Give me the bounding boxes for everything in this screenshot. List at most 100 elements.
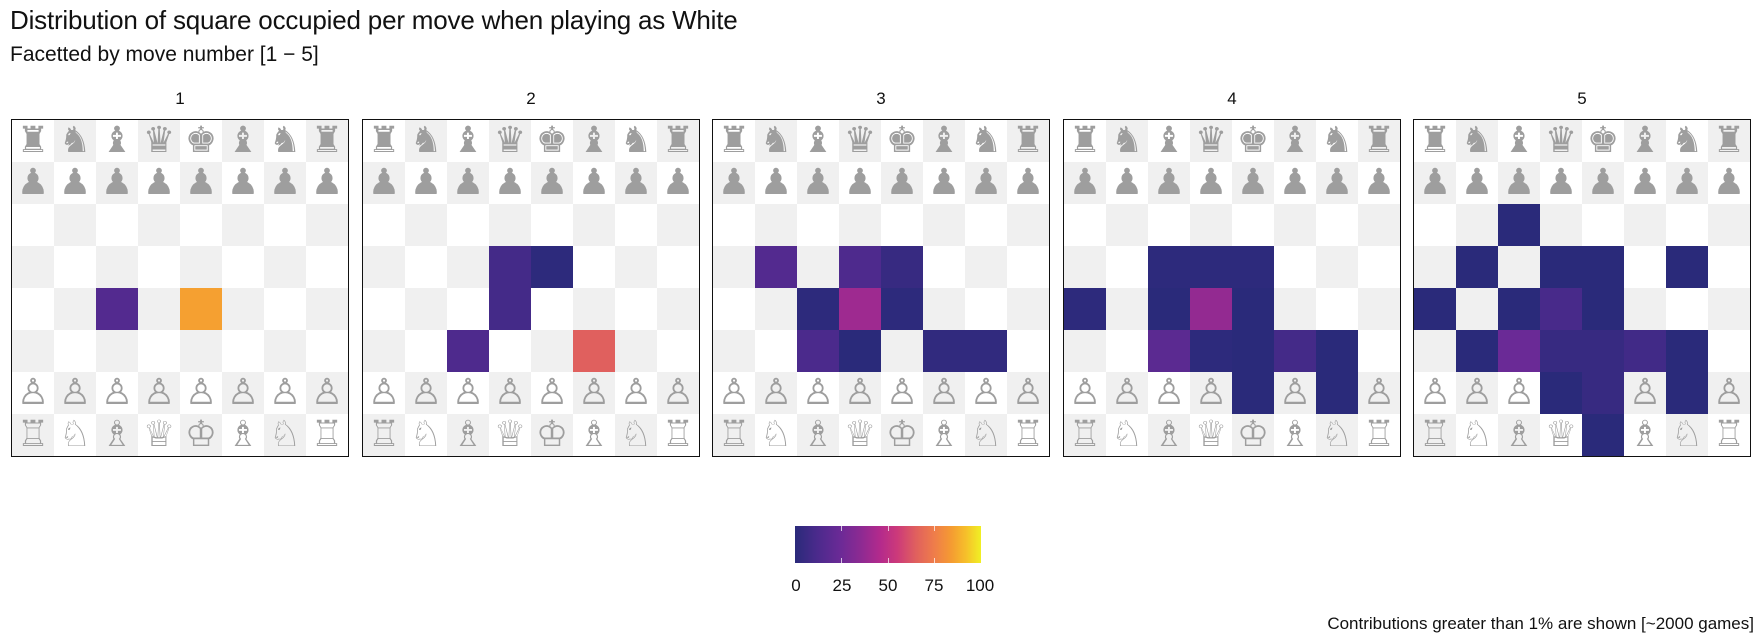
heat-cell — [1232, 372, 1274, 414]
square-c5 — [447, 246, 489, 288]
square-f1: ♗ — [1624, 414, 1666, 456]
square-g1: ♘ — [615, 414, 657, 456]
heat-cell — [1498, 204, 1540, 246]
square-a3 — [1414, 330, 1456, 372]
heat-cell — [1190, 330, 1232, 372]
chess-piece-icon: ♙ — [1418, 372, 1452, 413]
colorbar-label-100: 100 — [965, 576, 995, 595]
heat-cell — [839, 246, 881, 288]
square-f2: ♙ — [573, 372, 615, 414]
square-h2: ♙ — [1007, 372, 1049, 414]
square-b8: ♞ — [1106, 120, 1148, 162]
square-e7: ♟ — [1582, 162, 1624, 204]
chess-piece-icon: ♟ — [759, 162, 793, 203]
chess-piece-icon: ♗ — [1152, 414, 1186, 455]
square-g7: ♟ — [264, 162, 306, 204]
heat-cell — [881, 246, 923, 288]
square-f4 — [923, 288, 965, 330]
chess-piece-icon: ♘ — [268, 414, 302, 455]
chess-piece-icon: ♟ — [1460, 162, 1494, 203]
chess-piece-icon: ♙ — [409, 372, 443, 413]
square-d3 — [489, 330, 531, 372]
chess-piece-icon: ♙ — [619, 372, 653, 413]
chess-piece-icon: ♟ — [409, 162, 443, 203]
square-c1: ♗ — [96, 414, 138, 456]
heat-cell — [1190, 246, 1232, 288]
chess-piece-icon: ♕ — [142, 414, 176, 455]
chess-piece-icon: ♛ — [1194, 120, 1228, 161]
square-b5 — [405, 246, 447, 288]
square-h4 — [306, 288, 348, 330]
square-e3 — [1582, 330, 1624, 372]
chess-piece-icon: ♙ — [142, 372, 176, 413]
chess-piece-icon: ♙ — [268, 372, 302, 413]
facet-label-5: 5 — [1577, 89, 1587, 108]
square-c3 — [447, 330, 489, 372]
square-h8: ♜ — [1708, 120, 1750, 162]
square-a6 — [1414, 204, 1456, 246]
square-h3 — [1708, 330, 1750, 372]
facet-label-4: 4 — [1227, 89, 1237, 108]
square-a2: ♙ — [1414, 372, 1456, 414]
square-g5 — [1316, 246, 1358, 288]
chess-piece-icon: ♘ — [1110, 414, 1144, 455]
square-a1: ♖ — [1414, 414, 1456, 456]
chessboard-facet-4: ♜ ♞ ♝ ♛ ♚ ♝ ♞ ♜ ♟ ♟ ♟ ♟ ♟ ♟ ♟ ♟ ♙ ♙ ♙ ♙ ♙ ♙ ♖ ♘ ♗ ♕ ♔ ♗ ♘ ♖ — [1063, 119, 1401, 457]
chess-piece-icon: ♟ — [1544, 162, 1578, 203]
square-g6 — [615, 204, 657, 246]
heat-cell — [1232, 246, 1274, 288]
chess-piece-icon: ♞ — [58, 120, 92, 161]
square-b3 — [755, 330, 797, 372]
square-a5 — [12, 246, 54, 288]
heat-cell — [1540, 288, 1582, 330]
heat-cell — [1582, 246, 1624, 288]
chess-piece-icon: ♙ — [1278, 372, 1312, 413]
chess-piece-icon: ♛ — [843, 120, 877, 161]
square-a4 — [1414, 288, 1456, 330]
chess-piece-icon: ♚ — [184, 120, 218, 161]
chess-piece-icon: ♟ — [1628, 162, 1662, 203]
chess-piece-icon: ♞ — [409, 120, 443, 161]
square-c3 — [96, 330, 138, 372]
chess-piece-icon: ♙ — [16, 372, 50, 413]
square-f8: ♝ — [222, 120, 264, 162]
square-f3 — [222, 330, 264, 372]
square-d1: ♕ — [1190, 414, 1232, 456]
square-h6 — [1358, 204, 1400, 246]
square-g8: ♞ — [264, 120, 306, 162]
colorbar-tick — [934, 558, 935, 563]
square-g3 — [264, 330, 306, 372]
square-a2: ♙ — [363, 372, 405, 414]
chess-piece-icon: ♙ — [310, 372, 344, 413]
square-e1: ♔ — [180, 414, 222, 456]
square-b8: ♞ — [1456, 120, 1498, 162]
chess-piece-icon: ♙ — [885, 372, 919, 413]
square-e7: ♟ — [180, 162, 222, 204]
square-d8: ♛ — [489, 120, 531, 162]
square-e8: ♚ — [531, 120, 573, 162]
heat-cell — [1456, 330, 1498, 372]
colorbar-tick — [841, 558, 842, 563]
chess-piece-icon: ♟ — [885, 162, 919, 203]
square-e3 — [531, 330, 573, 372]
chess-piece-icon: ♞ — [759, 120, 793, 161]
square-a6 — [1064, 204, 1106, 246]
chess-piece-icon: ♙ — [661, 372, 695, 413]
chess-piece-icon: ♘ — [409, 414, 443, 455]
square-g3 — [1666, 330, 1708, 372]
square-h2: ♙ — [657, 372, 699, 414]
colorbar-label-50: 50 — [878, 576, 898, 595]
square-g3 — [965, 330, 1007, 372]
chess-piece-icon: ♜ — [1418, 120, 1452, 161]
chess-piece-icon: ♜ — [367, 120, 401, 161]
chess-piece-icon: ♝ — [1502, 120, 1536, 161]
square-d1: ♕ — [138, 414, 180, 456]
square-e8: ♚ — [180, 120, 222, 162]
chess-piece-icon: ♟ — [451, 162, 485, 203]
square-a3 — [363, 330, 405, 372]
chess-piece-icon: ♙ — [577, 372, 611, 413]
square-h2: ♙ — [306, 372, 348, 414]
chess-piece-icon: ♙ — [1152, 372, 1186, 413]
square-a5 — [363, 246, 405, 288]
square-b8: ♞ — [405, 120, 447, 162]
